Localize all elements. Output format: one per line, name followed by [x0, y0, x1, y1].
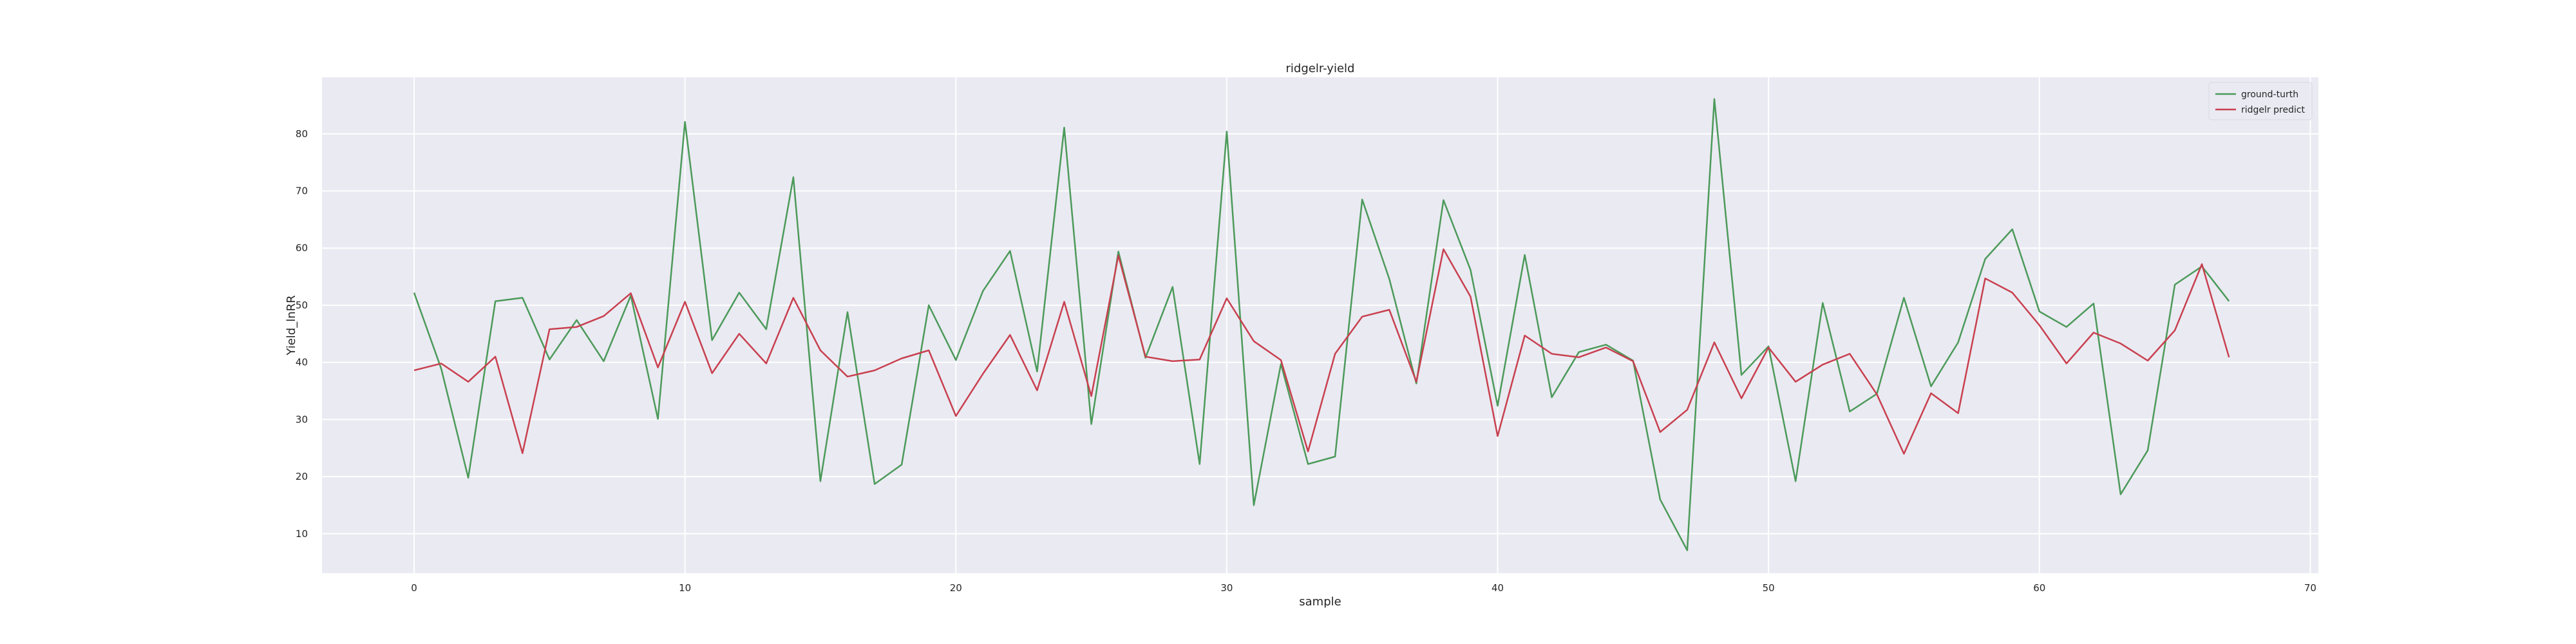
series-line-0 — [413, 98, 2230, 551]
chart-title: ridgelr-yield — [1286, 62, 1355, 75]
x-ticks: 0 10 20 30 40 50 60 70 — [411, 582, 2316, 594]
grid — [322, 77, 2318, 573]
series-lines — [413, 98, 2230, 551]
y-ticks: 10 20 30 40 50 60 70 80 — [296, 128, 308, 540]
y-tick-label: 70 — [296, 185, 308, 197]
y-tick-label: 60 — [296, 242, 308, 254]
plot-background — [322, 77, 2318, 573]
legend-box — [2208, 82, 2313, 120]
legend-label-1: ridgelr predict — [2241, 105, 2306, 115]
y-tick-label: 50 — [296, 299, 308, 311]
x-tick-label: 70 — [2304, 582, 2316, 594]
y-axis-label: Yield_lnRR — [285, 295, 298, 355]
y-tick-label: 80 — [296, 128, 308, 140]
x-axis-label: sample — [1299, 595, 1341, 609]
y-tick-label: 20 — [296, 471, 308, 482]
x-tick-label: 40 — [1492, 582, 1504, 594]
legend-label-0: ground-turth — [2241, 90, 2298, 100]
series-line-1 — [413, 248, 2230, 455]
y-tick-label: 30 — [296, 413, 308, 425]
x-tick-label: 10 — [679, 582, 691, 594]
x-tick-label: 30 — [1220, 582, 1233, 594]
legend: ground-turth ridgelr predict — [2208, 82, 2313, 120]
y-tick-label: 10 — [296, 528, 308, 540]
x-tick-label: 50 — [1763, 582, 1775, 594]
x-tick-label: 0 — [411, 582, 417, 594]
x-tick-label: 20 — [950, 582, 962, 594]
y-tick-label: 40 — [296, 357, 308, 368]
x-tick-label: 60 — [2033, 582, 2045, 594]
